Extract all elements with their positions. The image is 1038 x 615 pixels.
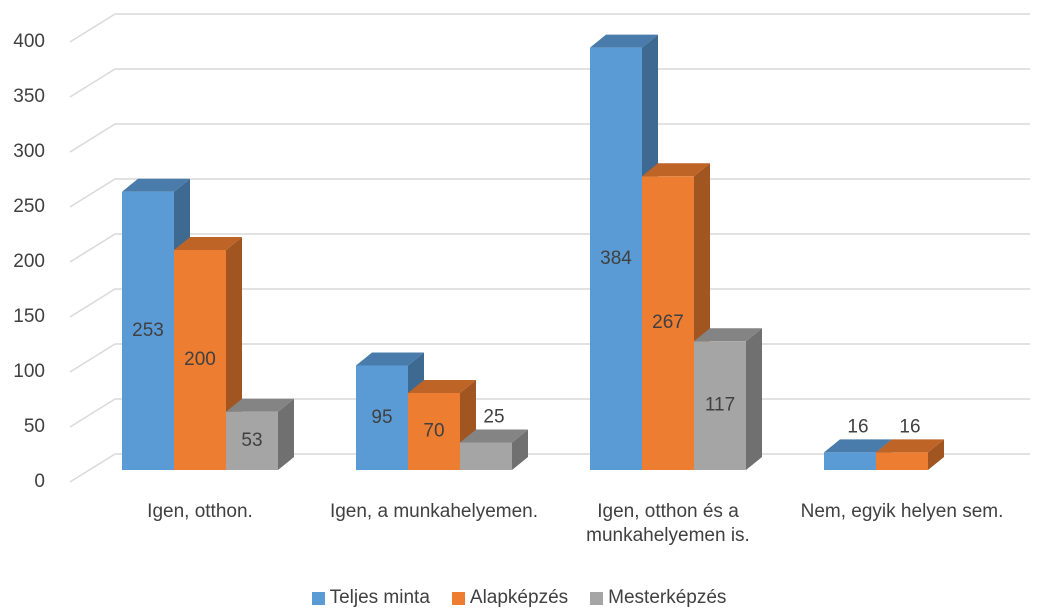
- value-label: 253: [132, 320, 164, 341]
- y-tick-label: 100: [13, 361, 45, 382]
- bar-face: [356, 352, 424, 366]
- legend-label: Teljes minta: [329, 587, 430, 608]
- x-tick-label: Igen, otthon.: [147, 501, 253, 522]
- bar-face: [278, 398, 294, 470]
- bar-face: [460, 429, 528, 443]
- bar-face: [590, 34, 658, 48]
- value-label: 267: [652, 312, 684, 333]
- y-tick-label: 400: [13, 31, 45, 52]
- legend-item: Alapképzés: [451, 587, 569, 609]
- bar-face: [876, 439, 944, 453]
- bar-face: [174, 250, 226, 470]
- x-tick-label: Igen, a munkahelyemen.: [329, 501, 539, 522]
- value-label: 95: [371, 407, 392, 428]
- value-label: 16: [899, 416, 920, 437]
- legend-item: Mesterképzés: [590, 587, 726, 609]
- bar-face: [174, 237, 242, 250]
- bar-face: [824, 439, 892, 453]
- grid-line: [69, 13, 1030, 43]
- value-label: 53: [241, 430, 262, 451]
- legend-swatch: [451, 591, 465, 605]
- bar-face: [408, 393, 460, 470]
- legend-label: Alapképzés: [469, 587, 569, 608]
- bar-face: [122, 178, 190, 192]
- y-tick-label: 250: [13, 196, 45, 217]
- legend-item: Teljes minta: [311, 587, 430, 609]
- value-label: 200: [184, 349, 216, 370]
- bar-face: [876, 452, 928, 470]
- value-label: 384: [600, 248, 632, 269]
- legend-swatch: [590, 591, 604, 605]
- grid-line: [69, 233, 1030, 263]
- bar-face: [642, 176, 694, 471]
- x-tick-label: Nem, egyik helyen sem.: [800, 501, 1004, 522]
- bar-face: [928, 439, 944, 470]
- bar: [226, 398, 294, 470]
- bar-face: [746, 328, 762, 470]
- grid-line: [69, 288, 1030, 318]
- bar-face: [694, 328, 762, 342]
- y-tick-label: 50: [24, 416, 45, 437]
- legend-swatch: [311, 591, 325, 605]
- grid-line: [69, 178, 1030, 208]
- bar-face: [460, 442, 512, 470]
- y-tick-label: 200: [13, 251, 45, 272]
- y-tick-label: 150: [13, 306, 45, 327]
- x-tick-label: Igen, otthon és a munkahelyemen is.: [586, 501, 750, 546]
- value-label: 25: [483, 407, 504, 428]
- bar-face: [824, 452, 876, 470]
- value-label: 16: [847, 416, 868, 437]
- legend: Teljes minta Alapképzés Mesterképzés: [0, 587, 1038, 609]
- bar-face: [694, 341, 746, 470]
- grid-line: [69, 123, 1030, 153]
- bar: [460, 429, 528, 470]
- bar-face: [590, 47, 642, 470]
- bar: [642, 163, 710, 471]
- grid-line: [69, 68, 1030, 98]
- bar-face: [512, 429, 528, 470]
- y-tick-label: 0: [34, 471, 45, 492]
- y-tick-label: 350: [13, 86, 45, 107]
- bar: [694, 328, 762, 470]
- value-label: 117: [705, 395, 735, 416]
- y-tick-label: 300: [13, 141, 45, 162]
- bar-face: [356, 365, 408, 470]
- value-label: 70: [423, 421, 444, 442]
- bar-face: [226, 398, 294, 412]
- bar-face: [408, 380, 476, 393]
- bar-face: [226, 411, 278, 470]
- bar-face: [122, 191, 174, 470]
- bar-face: [642, 163, 710, 177]
- legend-label: Mesterképzés: [608, 587, 727, 608]
- bar: [876, 439, 944, 470]
